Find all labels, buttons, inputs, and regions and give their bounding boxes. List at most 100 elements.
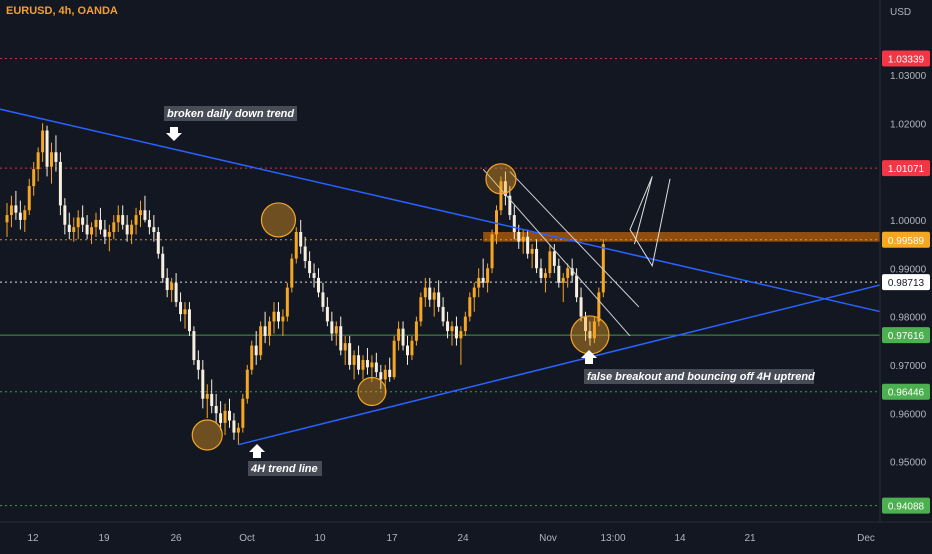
candle-body bbox=[94, 219, 98, 228]
highlight-circle bbox=[570, 315, 610, 355]
price-badge bbox=[882, 274, 930, 291]
price-badge-label: 0.98713 bbox=[888, 278, 925, 289]
candle bbox=[232, 413, 236, 440]
candle bbox=[214, 393, 218, 423]
candle bbox=[23, 205, 27, 232]
candle-body bbox=[139, 210, 142, 216]
candle-body bbox=[397, 328, 401, 341]
candle-body bbox=[463, 316, 467, 332]
candle-body bbox=[552, 251, 556, 266]
candle bbox=[450, 321, 454, 346]
candle bbox=[236, 422, 240, 445]
candle bbox=[486, 263, 490, 293]
candle-body bbox=[219, 413, 223, 423]
candle bbox=[223, 403, 227, 435]
candle bbox=[263, 311, 267, 344]
candle bbox=[321, 282, 325, 312]
candle bbox=[201, 360, 205, 409]
highlight-circle bbox=[485, 163, 517, 195]
candle bbox=[495, 205, 498, 245]
candle-body bbox=[156, 232, 160, 254]
candle-body bbox=[107, 232, 111, 237]
candle-body bbox=[250, 345, 254, 370]
price-badge-label: 1.03339 bbox=[888, 55, 925, 66]
candle bbox=[312, 263, 316, 288]
trendline-daily-down-trend[interactable] bbox=[0, 108, 932, 336]
candle-body bbox=[272, 311, 276, 322]
candle bbox=[156, 227, 160, 259]
candle-body bbox=[85, 224, 89, 235]
candle bbox=[521, 229, 525, 254]
candle-body bbox=[432, 292, 436, 300]
candle bbox=[392, 335, 396, 380]
candle bbox=[170, 277, 174, 303]
candle bbox=[472, 282, 476, 312]
candle-body bbox=[446, 321, 450, 332]
candle bbox=[94, 212, 98, 237]
candle-body bbox=[214, 406, 218, 414]
candle bbox=[294, 227, 298, 264]
candle bbox=[459, 326, 463, 365]
candle bbox=[388, 357, 392, 382]
candle-body bbox=[374, 362, 378, 373]
x-tick-label: 12 bbox=[27, 533, 39, 544]
candle bbox=[143, 195, 147, 223]
candle-body bbox=[268, 321, 272, 336]
candle-body bbox=[98, 219, 102, 230]
candle-body bbox=[263, 326, 267, 336]
candle bbox=[303, 236, 307, 269]
candle-body bbox=[112, 222, 116, 232]
trendline-4h-up-trend[interactable] bbox=[238, 259, 932, 446]
candle bbox=[526, 229, 530, 259]
candle bbox=[9, 195, 13, 228]
symbol-header: EURUSD, 4h, OANDA bbox=[6, 5, 118, 17]
candle-body bbox=[597, 292, 601, 322]
candle bbox=[281, 309, 285, 336]
candle bbox=[406, 335, 409, 365]
candle bbox=[125, 215, 129, 242]
channel-line[interactable] bbox=[482, 168, 631, 337]
candle-body bbox=[357, 355, 361, 370]
annotation-4h-trendline: 4H trend line bbox=[250, 463, 318, 475]
candle-body bbox=[201, 369, 205, 399]
candle bbox=[90, 222, 94, 245]
candle bbox=[508, 186, 512, 220]
candle-body bbox=[285, 287, 289, 317]
candle-body bbox=[196, 360, 200, 370]
candle-body bbox=[45, 130, 49, 167]
channel-line[interactable] bbox=[509, 171, 640, 308]
candle-body bbox=[63, 205, 67, 225]
candle bbox=[575, 268, 579, 303]
candle-body bbox=[361, 360, 365, 370]
candle bbox=[81, 205, 85, 232]
candle bbox=[352, 350, 356, 380]
y-tick-label: 1.03000 bbox=[890, 71, 927, 82]
price-badge-label: 0.99589 bbox=[888, 236, 925, 247]
candle-body bbox=[223, 410, 227, 423]
candle bbox=[103, 219, 107, 245]
candle-body bbox=[81, 217, 85, 225]
candle bbox=[285, 282, 289, 322]
candle-body bbox=[50, 152, 53, 167]
candle bbox=[268, 316, 272, 346]
y-tick-label: 0.97000 bbox=[890, 361, 927, 372]
candle-body bbox=[557, 265, 561, 283]
candle-body bbox=[245, 369, 249, 399]
candle-body bbox=[499, 181, 503, 211]
y-tick-label: 0.99000 bbox=[890, 264, 927, 275]
candle-body bbox=[343, 343, 347, 351]
candle bbox=[228, 398, 231, 428]
candle-body bbox=[147, 219, 151, 228]
candle-body bbox=[36, 152, 40, 170]
candle-body bbox=[388, 369, 392, 377]
candle-body bbox=[570, 268, 574, 276]
candle-body bbox=[205, 393, 209, 399]
candle-body bbox=[321, 292, 325, 307]
price-badge-label: 0.96446 bbox=[888, 388, 925, 399]
candle bbox=[250, 340, 254, 375]
candle bbox=[317, 268, 320, 298]
candle bbox=[36, 147, 40, 182]
candle bbox=[27, 178, 31, 216]
candle-body bbox=[561, 277, 565, 283]
